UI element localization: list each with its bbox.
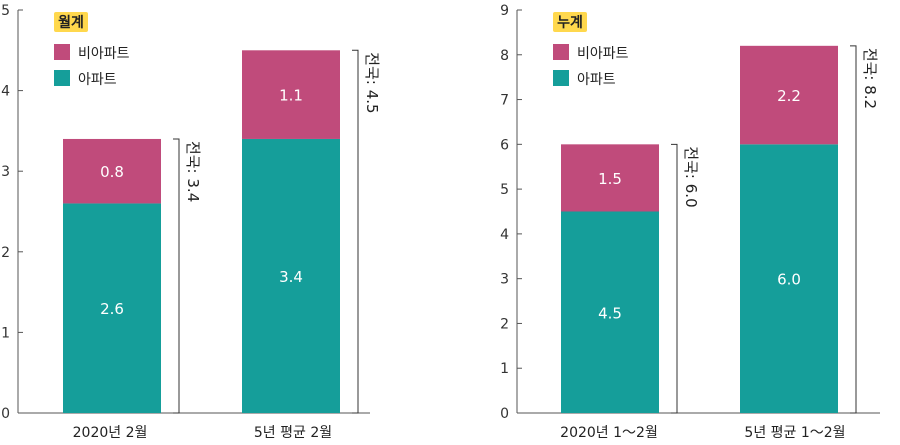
x-category-label: 2020년 1～2월 xyxy=(560,425,658,441)
y-tick-label: 4 xyxy=(500,227,509,243)
y-tick-label: 4 xyxy=(1,84,10,100)
bar-segment-non-apartment xyxy=(561,144,659,212)
total-label: 전국: 3.4 xyxy=(184,141,202,202)
x-category-label: 5년 평균 2월 xyxy=(254,425,332,441)
legend-label: 비아파트 xyxy=(78,46,130,62)
y-tick-label: 3 xyxy=(500,272,509,288)
bar-value-label: 6.0 xyxy=(777,271,801,289)
y-tick-label: 0 xyxy=(500,406,509,422)
bar-value-label: 4.5 xyxy=(598,304,622,322)
y-tick-label: 2 xyxy=(1,245,10,261)
total-label: 전국: 4.5 xyxy=(363,52,381,113)
bar-value-label: 3.4 xyxy=(279,268,303,286)
bar-segment-non-apartment xyxy=(63,138,161,204)
total-bracket xyxy=(850,45,857,414)
y-tick-label: 5 xyxy=(1,3,10,19)
chart-panel-1: 0 1 2 3 4 5 2.6 0.8 전국: 3.4 2020년 2월 3.4 1.1 전국: 4.5… xyxy=(1,3,381,441)
legend-swatch xyxy=(553,44,569,60)
legend-label: 아파트 xyxy=(78,72,117,88)
bar-segment-non-apartment xyxy=(242,50,340,139)
chart-title: 월계 xyxy=(58,14,84,31)
bar-value-label: 2.6 xyxy=(100,300,124,318)
y-tick-label: 3 xyxy=(1,164,10,180)
bar-segment-apartment xyxy=(740,144,838,414)
y-tick-label: 5 xyxy=(500,182,509,198)
x-category-label: 5년 평균 1～2월 xyxy=(744,425,845,441)
y-tick-label: 1 xyxy=(500,361,509,377)
chart-title: 누계 xyxy=(557,15,583,31)
y-tick-label: 6 xyxy=(500,137,509,153)
x-category-label: 2020년 2월 xyxy=(73,425,148,441)
total-label: 전국: 6.0 xyxy=(682,146,700,207)
bar-value-label: 1.1 xyxy=(279,87,303,105)
total-bracket xyxy=(173,138,180,414)
legend-swatch xyxy=(553,70,569,86)
bar-value-label: 0.8 xyxy=(100,163,124,181)
legend-label: 비아파트 xyxy=(577,46,629,62)
bar-segment-non-apartment xyxy=(740,45,838,145)
y-tick-label: 9 xyxy=(500,3,509,19)
bar-segment-apartment xyxy=(63,203,161,413)
legend-label: 아파트 xyxy=(577,72,616,88)
title-badge xyxy=(54,12,88,32)
y-tick-label: 1 xyxy=(1,325,10,341)
bar-value-label: 1.5 xyxy=(598,170,622,188)
bar-segment-apartment xyxy=(561,211,659,413)
legend-swatch xyxy=(54,70,70,86)
y-tick-label: 8 xyxy=(500,48,509,64)
y-tick-label: 7 xyxy=(500,93,509,109)
bar-segment-apartment xyxy=(242,138,340,413)
total-bracket xyxy=(671,143,678,414)
bar-value-label: 2.2 xyxy=(777,87,801,105)
total-bracket xyxy=(352,49,359,414)
y-tick-label: 2 xyxy=(500,316,509,332)
chart-panel-2: 0 1 2 3 4 5 6 7 8 9 4.5 1.5 전국: 6.0 2020년 1～2월 6.0 2.2 전… xyxy=(500,3,880,441)
title-badge xyxy=(553,12,587,32)
total-label: 전국: 8.2 xyxy=(861,48,879,109)
legend-swatch xyxy=(54,44,70,60)
y-tick-label: 0 xyxy=(1,406,10,422)
